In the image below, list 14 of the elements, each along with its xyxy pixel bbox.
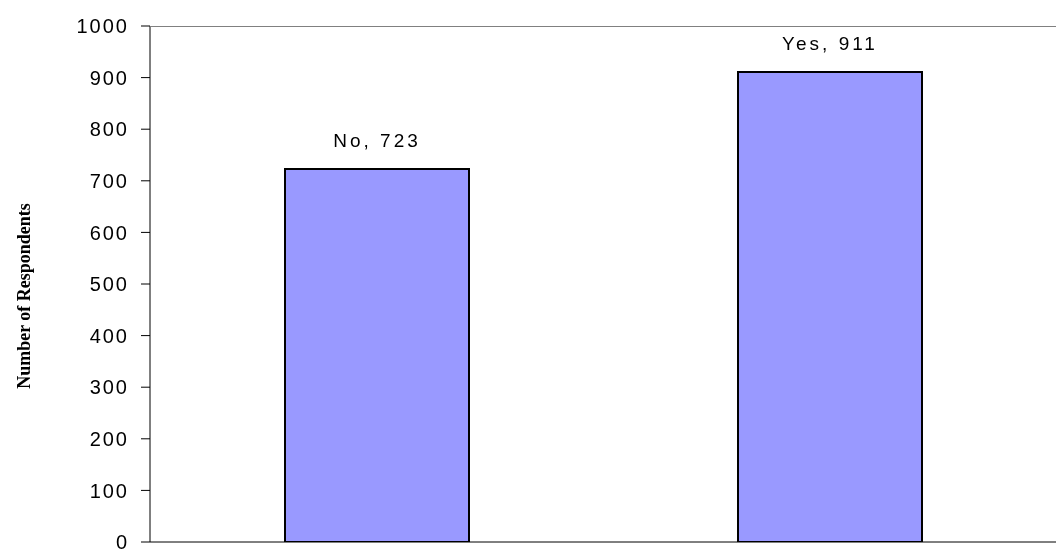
data-label: No, 723 xyxy=(333,129,421,151)
y-tick-label: 900 xyxy=(89,66,129,89)
y-tick-label: 0 xyxy=(115,531,129,554)
y-axis-title: Number of Respondents xyxy=(14,203,34,389)
y-tick-label: 300 xyxy=(89,376,129,399)
y-tick-label: 400 xyxy=(89,324,129,347)
y-tick-label: 200 xyxy=(89,427,129,450)
y-tick-label: 700 xyxy=(89,169,129,192)
y-tick-label: 600 xyxy=(89,221,129,244)
data-label: Yes, 911 xyxy=(782,32,878,54)
y-tick-label: 500 xyxy=(89,273,129,296)
y-tick-label: 1000 xyxy=(76,15,129,38)
y-tick-label: 100 xyxy=(89,479,129,502)
y-tick-label: 800 xyxy=(89,118,129,141)
